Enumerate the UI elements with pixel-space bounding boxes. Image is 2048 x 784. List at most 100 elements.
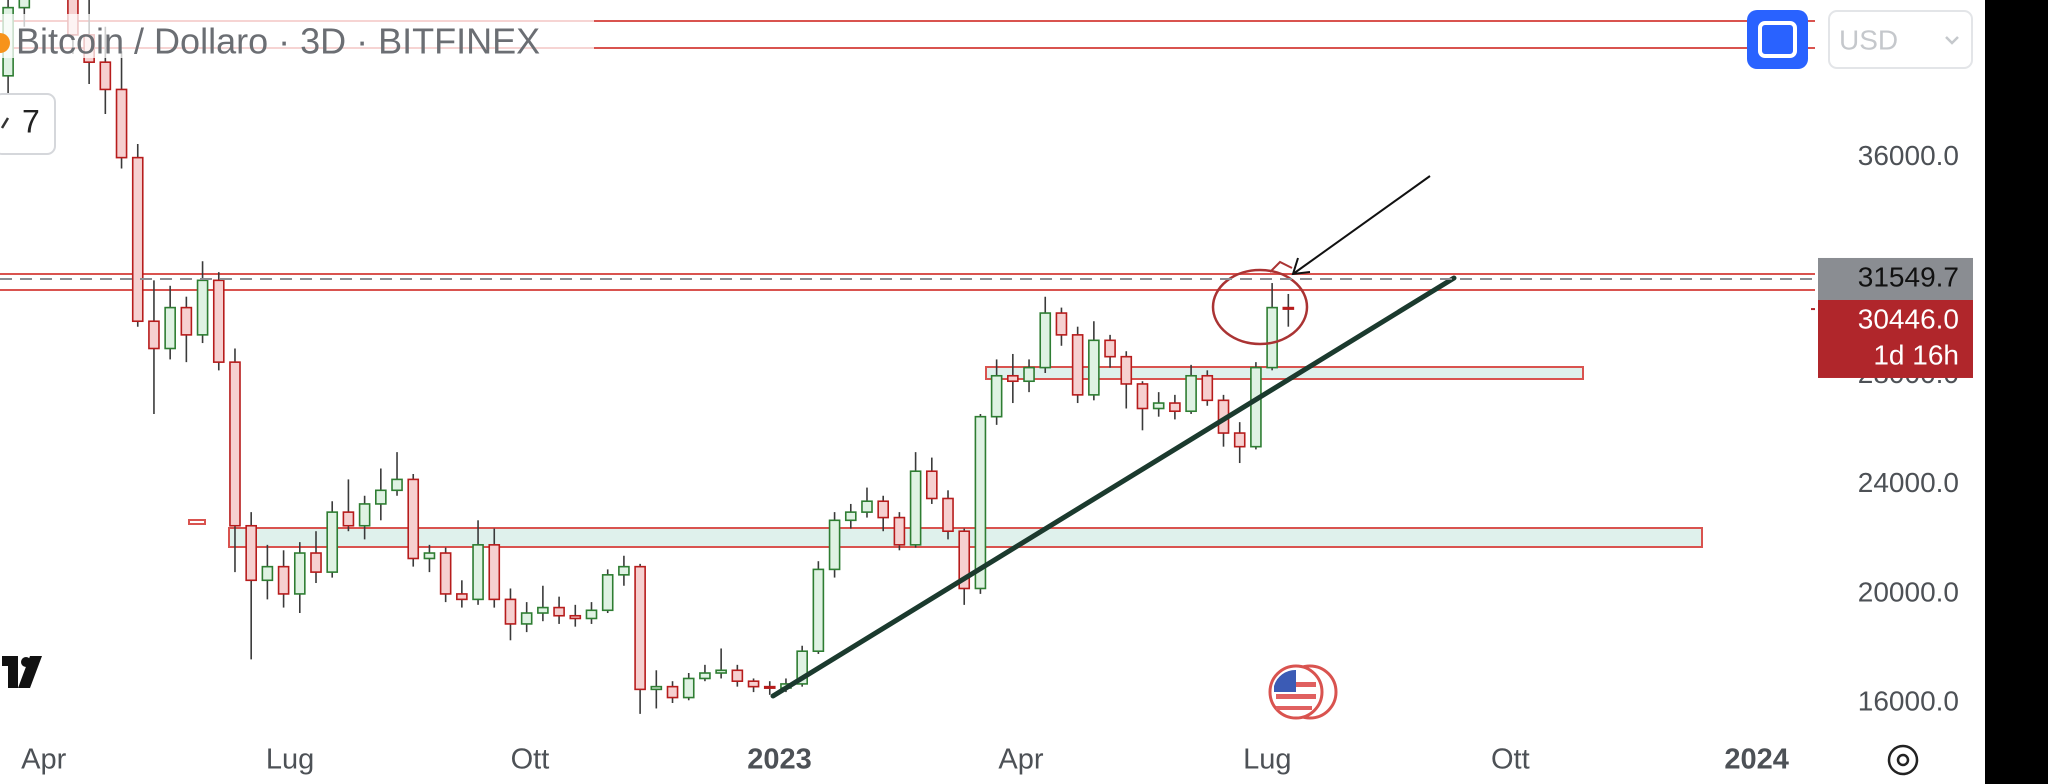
drawn-zone: [188, 519, 206, 525]
candle-body: [877, 500, 890, 519]
candle-body: [844, 511, 857, 522]
drawn-zone: [985, 366, 1584, 380]
candle-body: [1169, 402, 1181, 413]
fullscreen-button[interactable]: [1747, 10, 1808, 69]
candle-body: [472, 544, 484, 601]
candle-body: [1104, 339, 1116, 358]
price-tag: [1818, 299, 1973, 378]
x-tick-label: Lug: [1243, 744, 1291, 776]
candle-body: [699, 672, 711, 680]
drawn-arrowhead: [1291, 257, 1311, 276]
indicators-button[interactable]: [0, 93, 56, 155]
event-flag: [1268, 664, 1338, 720]
candle-body: [1071, 334, 1084, 396]
candle-body: [585, 609, 598, 620]
candle-body: [990, 374, 1003, 418]
candle-body: [358, 503, 371, 527]
fullscreen-icon: [1758, 21, 1797, 58]
countdown: 1d 16h: [1873, 339, 1959, 370]
candle-body: [148, 320, 160, 350]
candle-body: [1266, 306, 1278, 369]
candle-body: [1120, 355, 1133, 385]
candle-body: [682, 677, 695, 699]
title-background: [0, 14, 594, 58]
x-tick-label: Apr: [21, 744, 66, 776]
candle-body: [520, 612, 533, 625]
candle-body: [1152, 402, 1165, 410]
y-tick-label: 24000.0: [1858, 467, 1959, 498]
candle-body: [942, 497, 954, 533]
candle-body: [342, 511, 355, 527]
candle-body: [812, 568, 825, 652]
candle-body: [909, 470, 922, 546]
candle-body: [537, 606, 549, 614]
candle-body: [1233, 432, 1246, 448]
price-tag: [1818, 257, 1973, 300]
candle-body: [601, 574, 614, 612]
overlay: [2, 175, 1457, 720]
candle-body: [229, 361, 241, 527]
candle-body: [1136, 383, 1149, 410]
candle-body: [634, 565, 646, 691]
price-tag-label: 30446.0: [1858, 303, 1959, 334]
price-tags: 31549.7 30446.0 1d 16h: [0, 257, 1973, 378]
indicators-count: 7: [22, 103, 40, 139]
candle-body: [553, 606, 565, 617]
candle-body: [763, 685, 776, 689]
trend-line: [770, 275, 1457, 699]
candle-body: [796, 650, 808, 685]
candle-body: [196, 279, 209, 336]
candle-body: [456, 593, 468, 601]
x-tick-label: Ott: [1491, 744, 1530, 776]
drawn-mark: [1269, 260, 1293, 273]
currency-select[interactable]: [1828, 10, 1973, 69]
candle-body: [1039, 312, 1052, 369]
candle-body: [504, 598, 517, 625]
candle-body: [212, 279, 225, 363]
candle-body: [310, 552, 322, 573]
chart-title: Bitcoin / Dollaro · 3D · BITFINEX: [16, 21, 540, 62]
candle-body: [731, 669, 744, 682]
candle-body: [245, 524, 258, 582]
candle-body: [747, 680, 760, 688]
candle-body: [861, 500, 873, 513]
candle-body: [974, 415, 987, 590]
select-chevron: [1945, 36, 1959, 45]
drawn-arrow: [1292, 175, 1431, 275]
candle-body: [569, 614, 582, 620]
indicators-icon: [0, 117, 10, 129]
candle-body: [618, 565, 630, 576]
candle-body: [326, 511, 339, 573]
candle-body: [666, 685, 679, 699]
candle-body: [1250, 366, 1262, 448]
candle-body: [715, 669, 727, 674]
x-tick-label: Lug: [266, 744, 314, 776]
candle-body: [893, 516, 906, 546]
candle-body: [1201, 374, 1214, 402]
symbol-icon: [0, 33, 10, 53]
y-tick-label: 16000.0: [1858, 685, 1959, 716]
drawn-circle: [1211, 268, 1309, 346]
price-tag-label: 31549.7: [1858, 261, 1959, 292]
logo: [2, 656, 42, 688]
candle-body: [488, 544, 501, 601]
candle-body: [1185, 374, 1197, 413]
candle-body: [407, 478, 420, 560]
candle-body: [164, 306, 176, 350]
x-tick-label: Apr: [998, 744, 1043, 776]
candle-body: [1088, 339, 1100, 396]
candle-body: [958, 530, 971, 590]
screen-edge: [1985, 0, 2048, 784]
candle-body: [650, 685, 663, 691]
settings-icon[interactable]: [1887, 744, 1919, 776]
candle-body: [925, 470, 938, 500]
candle-body: [1282, 306, 1295, 310]
x-tick-label: Ott: [511, 744, 550, 776]
candle-body: [1007, 374, 1019, 383]
y-tick-label: 20000.0: [1858, 576, 1959, 607]
candle-body: [277, 565, 290, 595]
candle-body: [261, 565, 274, 582]
candle-body: [1023, 366, 1035, 383]
